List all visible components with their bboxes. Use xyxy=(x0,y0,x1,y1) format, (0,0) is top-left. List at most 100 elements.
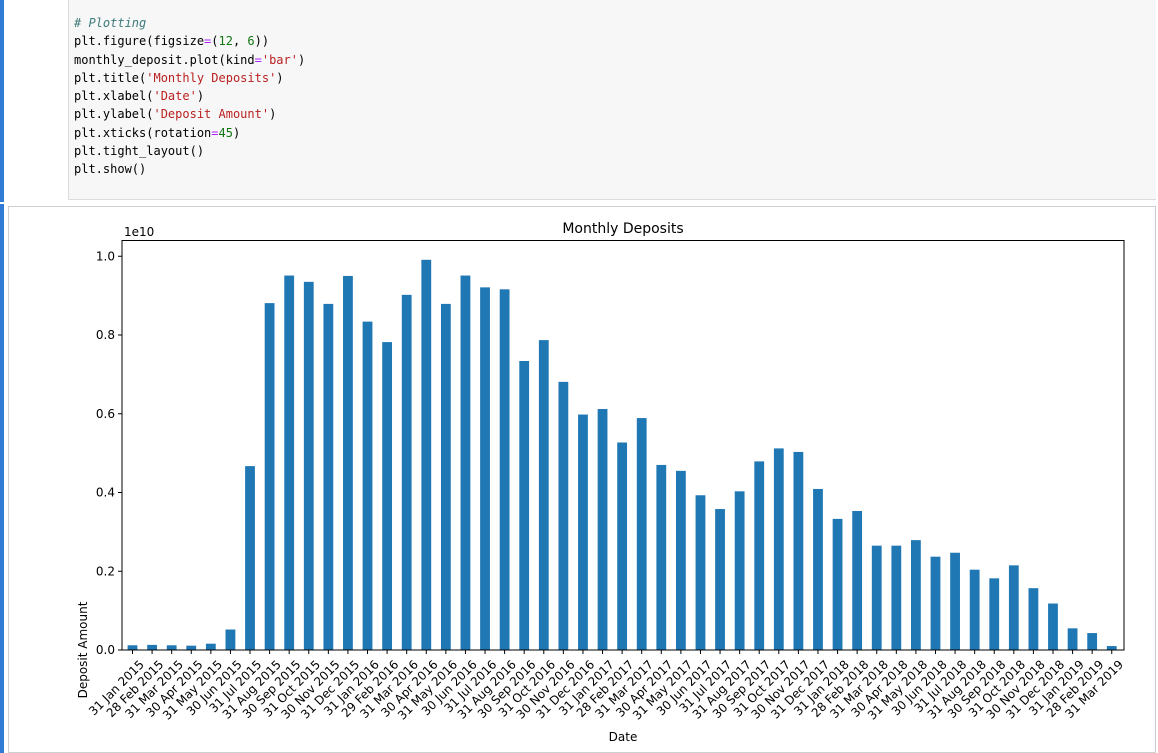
bar xyxy=(852,511,863,650)
bar xyxy=(695,495,706,650)
cell-selection-bar xyxy=(0,0,4,202)
code-token: ) xyxy=(276,70,284,85)
y-tick-label: 0.8 xyxy=(96,328,115,342)
bar xyxy=(499,289,510,650)
bar xyxy=(597,409,608,650)
y-ticks-group: 0.0 0.2 0.4 0.6 0.8 1.0 xyxy=(96,249,122,657)
code-line: monthly_deposit.plot(kind='bar') xyxy=(74,53,305,67)
bar xyxy=(558,381,569,650)
bar xyxy=(362,321,373,650)
bar xyxy=(166,645,177,650)
y-tick-label: 1.0 xyxy=(96,249,115,263)
bar xyxy=(989,578,1000,650)
code-line: plt.title('Monthly Deposits') xyxy=(74,71,284,85)
code-line: plt.tight_layout() xyxy=(74,144,204,158)
code-line: plt.xlabel('Date') xyxy=(74,89,204,103)
code-token: plt.title( xyxy=(74,70,147,85)
bar xyxy=(323,303,334,650)
bar xyxy=(1067,628,1078,650)
code-token: 'Deposit Amount' xyxy=(153,107,270,122)
code-cell[interactable]: # Plotting plt.figure(figsize=(12, 6)) m… xyxy=(0,0,1158,202)
bar xyxy=(1048,603,1058,650)
bar xyxy=(421,259,432,650)
code-token: )) xyxy=(254,34,270,49)
code-token: monthly_deposit.plot(kind xyxy=(74,52,255,67)
bar xyxy=(147,644,157,650)
bar xyxy=(793,451,804,650)
bar xyxy=(930,556,941,650)
code-token: = xyxy=(211,125,219,140)
bar xyxy=(754,461,765,650)
code-line: # Plotting xyxy=(74,16,146,30)
bar xyxy=(871,545,882,650)
bar xyxy=(382,342,393,650)
bar xyxy=(656,464,667,650)
bar xyxy=(715,509,725,650)
bar xyxy=(1008,565,1019,650)
code-token: ) xyxy=(232,125,241,140)
x-axis-label: Date xyxy=(609,730,638,744)
bar xyxy=(440,303,451,650)
bar xyxy=(264,303,275,650)
code-token: = xyxy=(254,52,262,67)
bar xyxy=(617,442,628,650)
bar xyxy=(519,360,530,650)
bar xyxy=(636,418,647,650)
bar xyxy=(832,518,843,650)
bar xyxy=(891,545,902,650)
bar xyxy=(969,569,980,650)
y-axis-label: Deposit Amount xyxy=(76,601,90,698)
bar xyxy=(460,275,471,650)
code-token: # Plotting xyxy=(74,16,147,30)
bar-chart: Monthly Deposits 1e10 Deposit Amount Dat… xyxy=(76,221,1126,744)
bar xyxy=(127,645,138,650)
bar xyxy=(245,466,255,650)
y-tick-label: 0.0 xyxy=(96,643,115,657)
bar xyxy=(675,470,686,650)
code-token: plt.xticks(rotation xyxy=(74,125,212,140)
y-tick-label: 0.2 xyxy=(96,564,115,578)
code-token: plt.show() xyxy=(74,162,147,177)
code-line: plt.show() xyxy=(74,162,146,176)
bar xyxy=(205,643,216,650)
bar xyxy=(911,540,921,650)
code-token: = xyxy=(204,34,212,49)
bar xyxy=(538,340,549,650)
code-token: 6 xyxy=(247,34,255,49)
y-tick-label: 0.4 xyxy=(96,486,115,500)
code-token: 12 xyxy=(218,34,233,49)
bar xyxy=(186,645,197,650)
bar xyxy=(1087,633,1098,650)
bar xyxy=(1028,588,1039,650)
code-token: plt.figure(figsize xyxy=(74,34,205,49)
y-tick-label: 0.6 xyxy=(96,407,115,421)
code-token: 'Date' xyxy=(153,89,197,104)
axes-frame xyxy=(121,240,1125,651)
bar xyxy=(773,448,784,650)
y-offset-label: 1e10 xyxy=(124,225,154,239)
bar xyxy=(950,552,960,650)
bar xyxy=(578,414,588,650)
code-line: plt.figure(figsize=(12, 6)) xyxy=(74,34,269,48)
bar xyxy=(1106,646,1117,650)
chart-title: Monthly Deposits xyxy=(562,221,683,237)
code-token: 'Monthly Deposits' xyxy=(146,70,277,85)
bar xyxy=(225,629,236,650)
bar xyxy=(343,275,353,650)
code-token: ) xyxy=(297,52,306,67)
code-token: 45 xyxy=(218,125,233,140)
bar xyxy=(813,488,823,650)
code-token: , xyxy=(232,34,248,49)
code-editor[interactable] xyxy=(68,0,1156,200)
bars-group xyxy=(127,259,1117,650)
code-token: plt.tight_layout() xyxy=(74,144,205,159)
code-line: plt.xticks(rotation=45) xyxy=(74,126,240,140)
bar xyxy=(284,275,295,650)
bar xyxy=(480,287,490,650)
code-text[interactable]: # Plotting plt.figure(figsize=(12, 6)) m… xyxy=(74,14,305,179)
bar xyxy=(303,281,314,650)
code-token: plt.xlabel( xyxy=(74,89,154,104)
bar xyxy=(401,294,412,650)
